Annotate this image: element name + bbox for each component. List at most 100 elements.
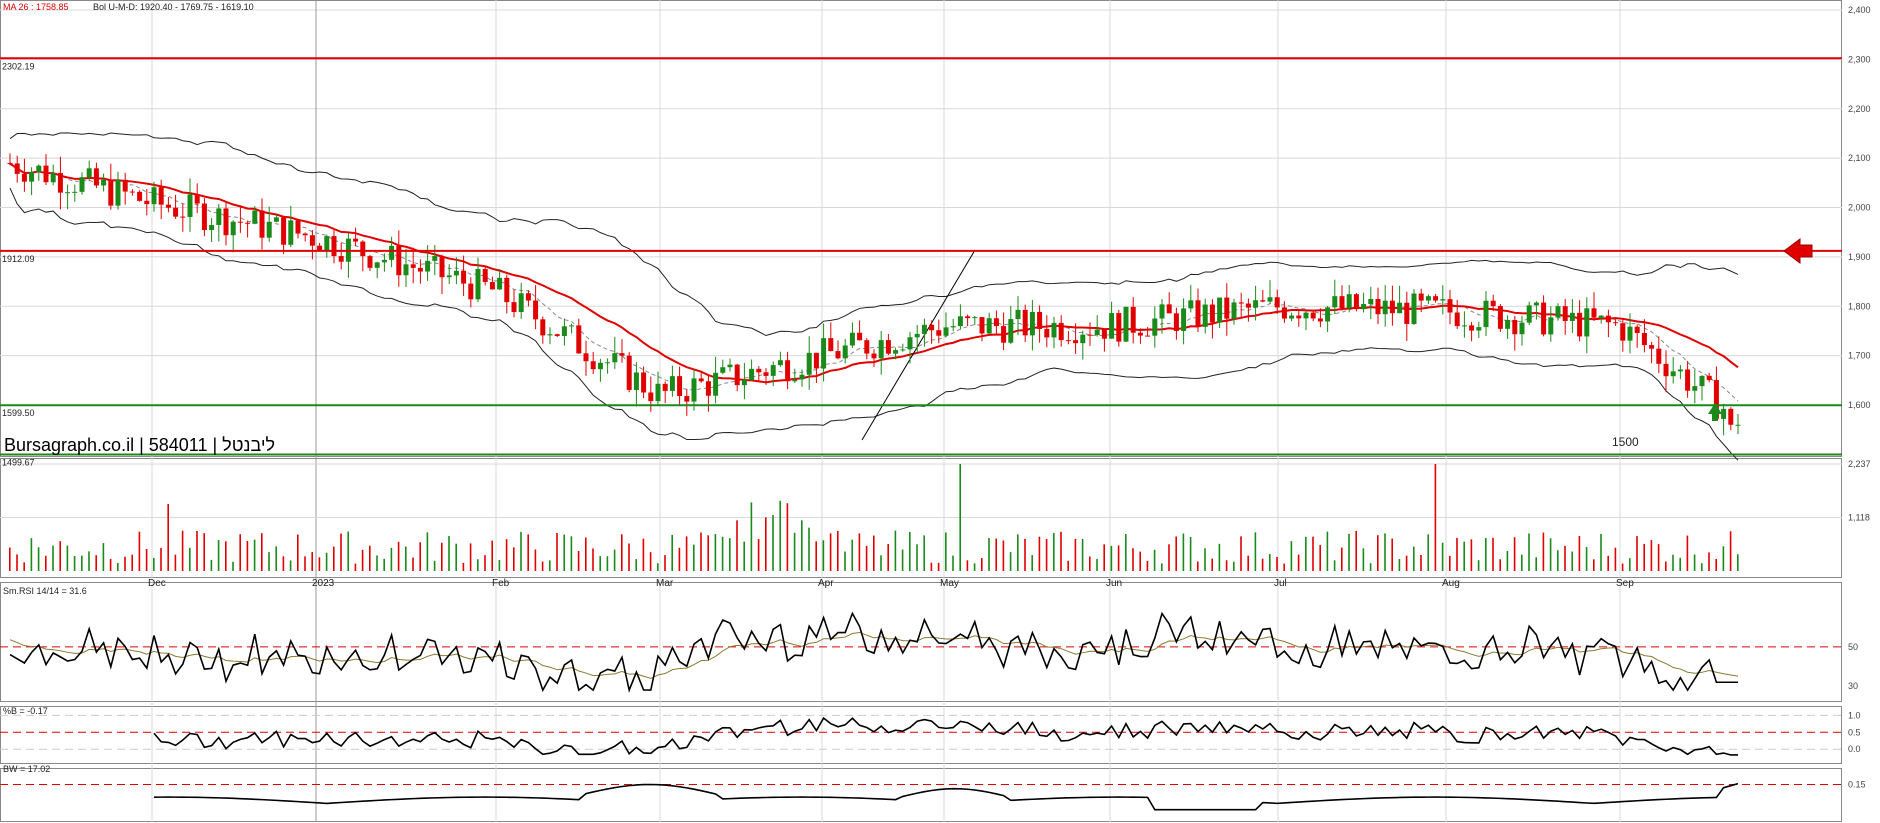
volume-bar <box>930 562 933 571</box>
candle-body <box>1145 335 1151 337</box>
candle-body <box>1397 302 1403 314</box>
volume-bar <box>1031 555 1033 571</box>
price-tick-label: 2,100 <box>1848 153 1871 163</box>
volume-bar <box>210 559 213 571</box>
candle-body <box>201 203 207 231</box>
volume-bar <box>102 543 105 571</box>
candle-body <box>1325 307 1331 322</box>
volume-bar <box>390 547 393 571</box>
price-tick-label: 1,800 <box>1848 301 1871 311</box>
candle-body <box>309 235 315 246</box>
volume-bar <box>88 551 90 571</box>
volume-bar <box>973 563 976 571</box>
volume-bar <box>181 530 184 571</box>
volume-bar <box>1485 537 1487 571</box>
volume-bar <box>1737 554 1739 571</box>
candle-body <box>360 241 366 257</box>
candle-body <box>475 269 481 300</box>
volume-bar <box>1434 464 1437 571</box>
candle-body <box>1505 319 1511 329</box>
candle-body <box>705 381 711 396</box>
volume-bar <box>325 552 328 571</box>
candle-body <box>1577 312 1583 337</box>
candle-body <box>1663 363 1669 377</box>
candle-body <box>1562 306 1568 321</box>
volume-bar <box>498 559 501 571</box>
volume-bar <box>1204 548 1206 571</box>
volume-bar <box>145 549 148 571</box>
volume-bar <box>477 559 479 571</box>
month-label: Mar <box>656 578 674 589</box>
candle-body <box>1548 317 1554 335</box>
candle-body <box>403 264 409 276</box>
volume-bar <box>405 546 407 571</box>
candle-body <box>1001 326 1007 343</box>
candle-body <box>482 269 488 283</box>
volume-bar <box>297 534 299 571</box>
candle-body <box>331 236 337 257</box>
candle-body <box>799 374 805 380</box>
volume-bar <box>1002 540 1005 571</box>
candle-body <box>216 208 222 225</box>
volume-bar <box>1679 557 1681 571</box>
candle-body <box>65 192 71 194</box>
candle-body <box>1469 325 1475 331</box>
candle-body <box>619 353 625 356</box>
candle-body <box>1209 304 1215 323</box>
candle-body <box>1425 296 1431 301</box>
volume-bar <box>109 559 112 571</box>
volume-bar <box>1636 536 1638 571</box>
volume-bar <box>455 543 457 571</box>
volume-bar <box>1449 555 1451 571</box>
volume-bar <box>1247 555 1249 571</box>
volume-bar <box>167 504 169 571</box>
month-label: 2023 <box>312 578 335 589</box>
candle-body <box>1267 297 1273 302</box>
volume-bar <box>1161 563 1163 571</box>
volume-bar <box>721 536 724 571</box>
candle-body <box>972 317 978 319</box>
month-label: Apr <box>818 578 834 589</box>
candle-body <box>806 352 812 375</box>
candle-body <box>1533 302 1539 306</box>
candle-body <box>245 222 251 224</box>
candle-body <box>633 372 639 390</box>
volume-bar <box>138 531 141 571</box>
volume-bar <box>333 546 335 571</box>
volume-bar <box>520 531 522 571</box>
candle-body <box>612 353 618 363</box>
volume-bar <box>1405 555 1408 571</box>
candle-body <box>756 368 762 373</box>
volume-bar <box>1269 553 1271 571</box>
candle-body <box>1670 371 1676 377</box>
candle-body <box>410 264 416 268</box>
volume-bar <box>1261 558 1264 571</box>
volume-bar <box>1427 534 1429 571</box>
rsi-tick-label: 50 <box>1848 642 1858 652</box>
volume-bar <box>793 532 796 571</box>
candle-body <box>1029 311 1035 336</box>
candle-body <box>849 332 855 346</box>
month-label: Jun <box>1106 578 1122 589</box>
candle-body <box>194 194 200 204</box>
volume-bar <box>1053 533 1055 571</box>
candle-body <box>1073 340 1079 344</box>
volume-bar <box>1319 545 1321 571</box>
volume-bar <box>131 554 133 571</box>
volume-bar <box>563 534 565 571</box>
candle-body <box>590 361 596 370</box>
volume-bar <box>217 540 220 571</box>
volume-bar <box>937 562 940 571</box>
pctb-tick-label: 1.0 <box>1848 710 1861 720</box>
volume-bar <box>1492 537 1494 571</box>
candle-body <box>381 259 387 263</box>
candle-body <box>1008 319 1014 343</box>
volume-bar <box>1629 558 1631 571</box>
volume-bar <box>1362 548 1365 571</box>
price-tick-label: 1,900 <box>1848 252 1871 262</box>
candle-body <box>511 302 517 313</box>
volume-bar <box>1182 533 1185 571</box>
candle-body <box>1721 408 1727 419</box>
volume-bar <box>873 535 875 571</box>
candle-body <box>857 332 863 341</box>
